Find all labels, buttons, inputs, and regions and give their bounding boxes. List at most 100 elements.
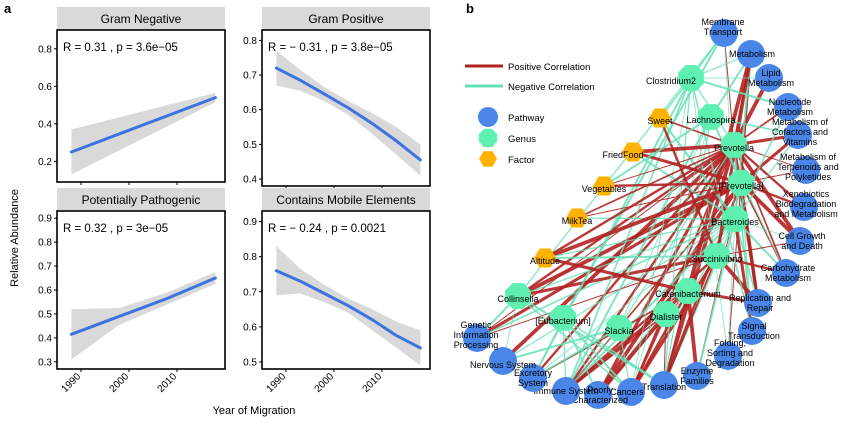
pathway-node-shape	[737, 40, 765, 68]
y-tick-label: 0.8	[243, 36, 257, 47]
facet-strip	[57, 188, 225, 211]
node-label: Metabolism of	[780, 152, 837, 162]
node-label: Metabolism	[767, 107, 813, 117]
y-tick-label: 0.4	[243, 175, 257, 186]
pathway-node-shape	[683, 362, 711, 390]
node-label: Metabolism of	[772, 117, 829, 127]
node-label: Clostridium2	[646, 76, 696, 86]
node-label: Cell Growth	[778, 231, 825, 241]
node-catenibacterium: Catenibacterium	[655, 278, 721, 304]
node-immune: Immune System	[533, 377, 599, 405]
node-label: Lipid	[761, 68, 780, 78]
negative-edge	[565, 116, 712, 392]
pathway-node-shape	[738, 317, 766, 345]
fit-line	[69, 276, 217, 336]
node-prevotella: Prevotella	[714, 132, 754, 158]
node-label: and Metabolism	[774, 209, 838, 219]
genus-node-shape	[698, 104, 724, 130]
negative-edge	[544, 255, 718, 259]
y-tick-label: 0.4	[38, 119, 52, 130]
node-label: Sorting and	[707, 348, 753, 358]
x-tick-label: 1990	[265, 371, 289, 395]
y-axis-title: Relative Abundance	[9, 189, 21, 287]
node-label: Lachnospira	[686, 115, 735, 125]
genus-node-shape	[721, 132, 747, 158]
panel-border	[261, 210, 431, 370]
node-label: Processing	[454, 340, 499, 350]
positive-edge	[686, 290, 699, 377]
facet-title: Potentially Pathogenic	[82, 193, 201, 207]
pathway-node-shape	[519, 364, 547, 392]
negative-edge	[630, 77, 692, 393]
genus-node-shape	[722, 206, 748, 232]
genus-node-shape	[550, 305, 576, 331]
node-bacteroides: Bacteroides	[711, 206, 759, 232]
genus-node-shape	[505, 283, 531, 309]
pathway-node-shape	[617, 378, 645, 406]
negative-edge	[696, 218, 736, 377]
negative-edge	[630, 116, 712, 393]
node-prevotellab: [Prevotella]	[718, 170, 764, 196]
positive-edge	[733, 144, 805, 208]
negative-edge	[690, 77, 789, 108]
positive-edge	[603, 144, 735, 187]
node-label: Metabolism	[729, 49, 775, 59]
pathway-node-shape	[710, 19, 738, 47]
negative-edge	[632, 151, 736, 220]
node-label: Excretory	[514, 368, 553, 378]
node-label: Succinivibrio	[692, 254, 743, 264]
confidence-band	[276, 50, 421, 176]
pathway-node-shape	[786, 227, 814, 255]
node-label: Sweet	[647, 116, 673, 126]
node-label: Bacteroides	[711, 217, 759, 227]
factor-node-shape	[622, 142, 644, 162]
positive-edge	[517, 181, 742, 298]
negative-edge	[532, 327, 620, 379]
negative-edge	[734, 134, 799, 220]
positive-edge	[576, 144, 735, 219]
genus-node-shape	[675, 278, 701, 304]
node-label: System	[518, 378, 548, 388]
positive-edge	[576, 182, 742, 219]
node-vegetables: Vegetables	[582, 176, 627, 196]
pathway-node-shape	[489, 347, 517, 375]
node-milktea: MilkTea	[562, 208, 592, 228]
legend-genus-label: Genus	[508, 134, 536, 145]
factor-node-shape	[534, 248, 556, 268]
facet-strip	[262, 188, 430, 211]
node-metabolism: Metabolism	[729, 40, 775, 68]
pathway-node-shape	[463, 324, 491, 352]
node-label: Folding,	[714, 338, 746, 348]
node-label: Biodegradation	[776, 199, 837, 209]
node-succinivibrio: Succinivibrio	[692, 243, 743, 269]
y-tick-label: 0.4	[38, 333, 52, 344]
node-clostridium2: Clostridium2	[646, 65, 704, 91]
legend-factor-swatch	[479, 151, 497, 167]
y-tick-label: 0.7	[243, 287, 257, 298]
node-label: Carbohydrate	[761, 263, 816, 273]
legend-positive-label: Positive Correlation	[508, 62, 590, 73]
node-label: [Eubacterium]	[535, 316, 591, 326]
node-cancers: Cancers	[610, 378, 645, 406]
correlation-annotation: R = − 0.31 , p = 3.8e−05	[268, 42, 393, 54]
node-label: Information	[453, 330, 498, 340]
negative-edge	[734, 106, 789, 220]
facet-title: Gram Negative	[101, 12, 182, 26]
node-translation: Translation	[642, 371, 686, 399]
node-label: Prevotella	[714, 143, 754, 153]
legend-negative-label: Negative Correlation	[508, 82, 595, 93]
facet-strip	[262, 7, 430, 30]
y-tick-label: 0.5	[38, 309, 52, 320]
node-label: Altitude	[530, 256, 560, 266]
negative-edge	[517, 295, 665, 386]
negative-edge	[565, 218, 736, 392]
node-label: Polyketides	[785, 172, 832, 182]
pathway-node-shape	[792, 156, 820, 184]
node-sweet: Sweet	[647, 108, 673, 128]
